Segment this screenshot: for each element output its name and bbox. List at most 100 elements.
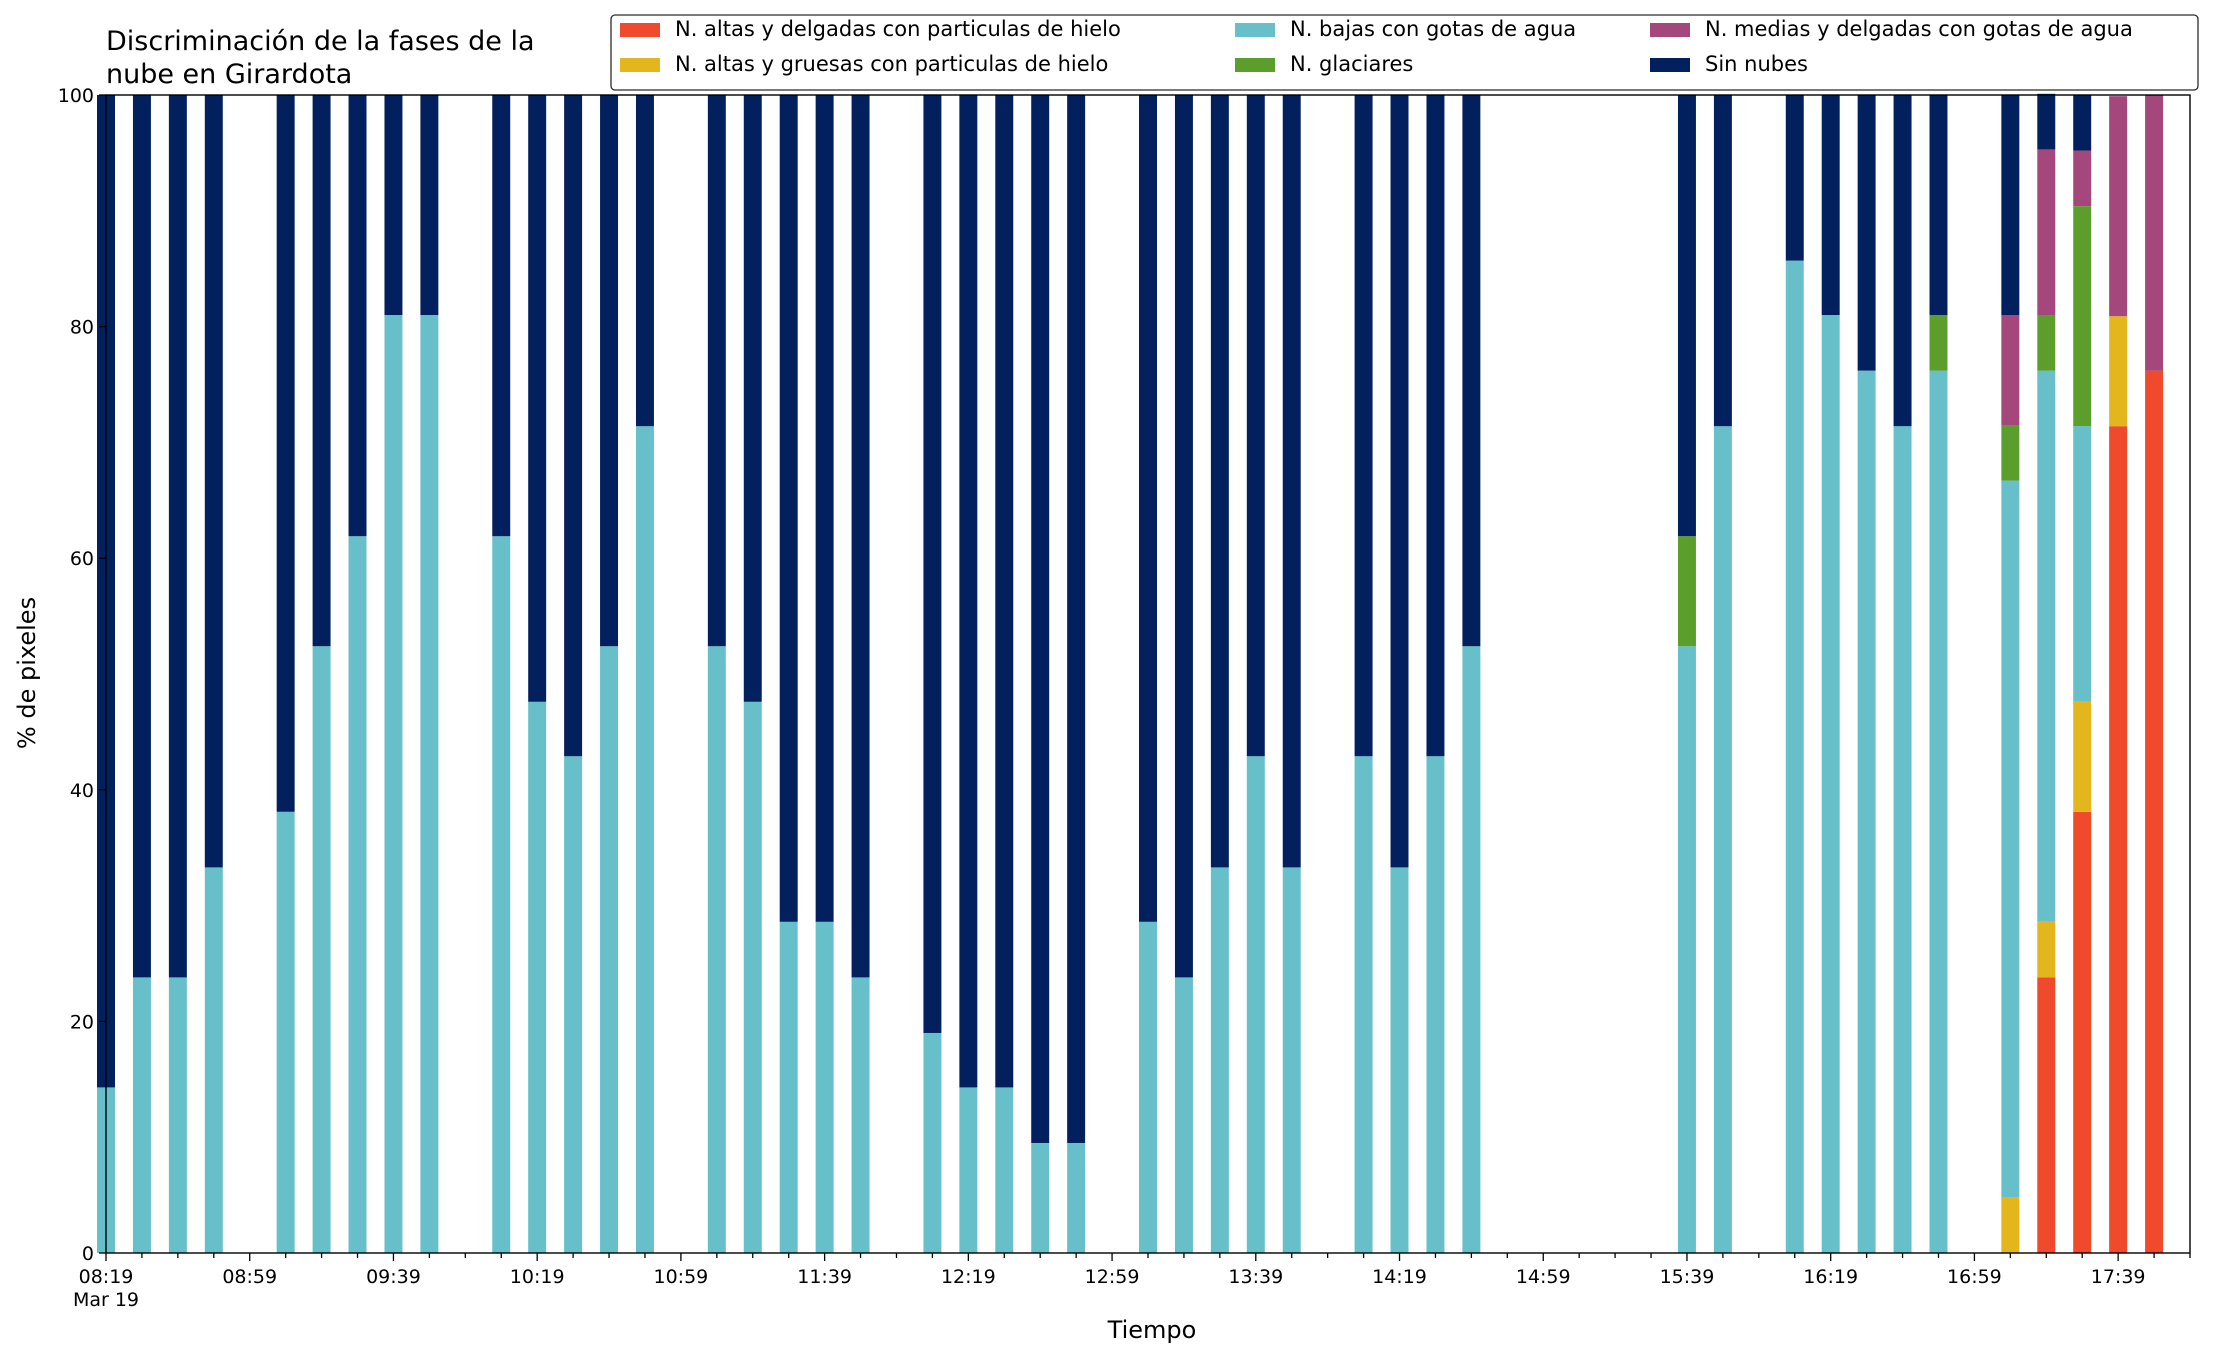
x-axis-label: Tiempo bbox=[1107, 1316, 1197, 1344]
x-tick-label: 17:39 bbox=[2091, 1266, 2146, 1288]
bar-segment-sin_nubes-1039 bbox=[600, 95, 619, 647]
bar-segment-agua_medias-1749 bbox=[2145, 95, 2164, 371]
legend-swatch-glaciares bbox=[1235, 58, 1275, 72]
bar-segment-agua_bajas-1539 bbox=[1677, 646, 1696, 1253]
bar-segment-sin_nubes-1419 bbox=[1390, 95, 1409, 868]
bar-segment-agua_bajas-1349 bbox=[1282, 867, 1301, 1253]
legend-swatch-hielo_gruesas bbox=[620, 58, 660, 72]
y-tick-label: 80 bbox=[70, 317, 94, 339]
bar-segment-agua_bajas-1609 bbox=[1785, 260, 1804, 1254]
legend-swatch-agua_medias bbox=[1650, 23, 1690, 37]
bar-segment-sin_nubes-0939 bbox=[384, 95, 403, 316]
bar-segment-sin_nubes-1709 bbox=[2001, 95, 2020, 316]
bar-segment-agua_bajas-1219 bbox=[959, 1087, 978, 1253]
bar-segment-agua_medias-1709 bbox=[2001, 315, 2020, 426]
bar-segment-agua_bajas-1139 bbox=[815, 921, 834, 1253]
bar-segment-agua_bajas-1639 bbox=[1893, 426, 1912, 1253]
x-tick-sublabel: Mar 19 bbox=[73, 1289, 139, 1311]
bars-group bbox=[97, 93, 2164, 1254]
bar-segment-glaciares-1539 bbox=[1677, 536, 1696, 647]
bar-segment-glaciares-1719 bbox=[2037, 315, 2056, 371]
bar-segment-agua_bajas-0829 bbox=[132, 977, 151, 1253]
chart-title-line-1: Discriminación de la fases de la bbox=[106, 26, 535, 57]
x-tick-label: 15:39 bbox=[1660, 1266, 1715, 1288]
bar-segment-agua_bajas-1049 bbox=[635, 426, 654, 1253]
bar-segment-hielo_delgadas-1739 bbox=[2109, 426, 2128, 1253]
y-tick-label: 20 bbox=[70, 1011, 94, 1033]
bar-segment-agua_bajas-1419 bbox=[1390, 867, 1409, 1253]
legend: N. altas y delgadas con particulas de hi… bbox=[610, 14, 2199, 91]
bar-segment-hielo_delgadas-1729 bbox=[2073, 811, 2092, 1253]
legend-swatch-hielo_delgadas bbox=[620, 23, 660, 37]
bar-segment-agua_bajas-1109 bbox=[707, 646, 726, 1253]
bar-segment-sin_nubes-0849 bbox=[204, 95, 223, 868]
bar-segment-sin_nubes-1309 bbox=[1139, 95, 1157, 922]
bar-segment-sin_nubes-1029 bbox=[564, 95, 583, 757]
bar-segment-agua_bajas-1329 bbox=[1210, 867, 1229, 1253]
bar-segment-sin_nubes-1219 bbox=[959, 95, 978, 1088]
bar-segment-sin_nubes-1409 bbox=[1354, 95, 1373, 757]
bar-segment-agua_bajas-1629 bbox=[1857, 370, 1876, 1254]
bar-segment-agua_bajas-1029 bbox=[564, 756, 583, 1253]
x-tick-label: 14:19 bbox=[1372, 1266, 1427, 1288]
bar-segment-agua_bajas-1149 bbox=[851, 977, 870, 1253]
legend-swatch-sin_nubes bbox=[1650, 58, 1690, 72]
bar-segment-sin_nubes-1329 bbox=[1210, 95, 1229, 868]
legend-label-hielo_gruesas: N. altas y gruesas con particulas de hie… bbox=[675, 52, 1108, 76]
bar-segment-agua_bajas-1619 bbox=[1821, 315, 1840, 1253]
x-tick-label: 14:59 bbox=[1516, 1266, 1571, 1288]
bar-segment-agua_bajas-0839 bbox=[168, 977, 187, 1253]
x-tick-label: 10:59 bbox=[654, 1266, 709, 1288]
bar-segment-sin_nubes-1139 bbox=[815, 95, 834, 922]
bar-segment-sin_nubes-1629 bbox=[1857, 95, 1876, 371]
legend-label-glaciares: N. glaciares bbox=[1290, 52, 1413, 76]
bar-segment-sin_nubes-1719 bbox=[2037, 93, 2056, 150]
legend-box bbox=[610, 14, 2199, 91]
bar-segment-agua_bajas-0929 bbox=[348, 536, 367, 1253]
bar-segment-hielo_delgadas-1719 bbox=[2037, 977, 2056, 1253]
bar-segment-sin_nubes-1429 bbox=[1426, 95, 1445, 757]
y-axis-label: % de pixeles bbox=[13, 597, 41, 749]
bar-segment-sin_nubes-1119 bbox=[743, 95, 762, 702]
bar-segment-sin_nubes-1349 bbox=[1282, 95, 1301, 868]
bar-segment-sin_nubes-1009 bbox=[492, 95, 511, 537]
bar-segment-agua_medias-1739 bbox=[2109, 96, 2128, 317]
chart-title-line-2: nube en Girardota bbox=[106, 59, 352, 90]
bar-segment-sin_nubes-1019 bbox=[528, 95, 547, 702]
bar-segment-agua_bajas-0849 bbox=[204, 867, 223, 1253]
bar-segment-agua_bajas-1719 bbox=[2037, 370, 2056, 922]
legend-label-sin_nubes: Sin nubes bbox=[1705, 52, 1808, 76]
bar-segment-sin_nubes-1239 bbox=[1031, 95, 1050, 1143]
bar-segment-agua_medias-1719 bbox=[2037, 149, 2056, 316]
bar-segment-agua_bajas-1119 bbox=[743, 701, 762, 1253]
bar-segment-sin_nubes-1209 bbox=[923, 95, 942, 1033]
x-tick-label: 13:39 bbox=[1228, 1266, 1283, 1288]
bar-segment-agua_bajas-1429 bbox=[1426, 756, 1445, 1253]
bar-segment-hielo_gruesas-1729 bbox=[2073, 701, 2092, 812]
y-tick-label: 40 bbox=[70, 780, 94, 802]
bar-segment-sin_nubes-0839 bbox=[168, 95, 187, 978]
x-tick-label: 11:39 bbox=[797, 1266, 852, 1288]
bar-segment-hielo_delgadas-1749 bbox=[2145, 370, 2164, 1254]
bar-segment-sin_nubes-1249 bbox=[1067, 95, 1086, 1143]
bar-segment-sin_nubes-1619 bbox=[1821, 95, 1840, 316]
legend-swatch-agua_bajas bbox=[1235, 23, 1275, 37]
bar-segment-sin_nubes-1149 bbox=[851, 95, 870, 978]
bar-segment-hielo_gruesas-1739 bbox=[2109, 316, 2128, 427]
bar-segment-glaciares-1709 bbox=[2001, 425, 2020, 481]
bar-segment-sin_nubes-1129 bbox=[779, 95, 798, 922]
bar-segment-agua_bajas-0939 bbox=[384, 315, 403, 1253]
legend-label-agua_bajas: N. bajas con gotas de agua bbox=[1290, 17, 1576, 41]
bar-segment-agua_bajas-1229 bbox=[995, 1087, 1014, 1253]
legend-label-hielo_delgadas: N. altas y delgadas con particulas de hi… bbox=[675, 17, 1121, 41]
y-tick-label: 60 bbox=[70, 548, 94, 570]
bar-segment-sin_nubes-1639 bbox=[1893, 95, 1912, 427]
x-tick-label: 08:59 bbox=[222, 1266, 277, 1288]
bar-segment-hielo_gruesas-1719 bbox=[2037, 921, 2056, 978]
bar-segment-agua_bajas-1039 bbox=[600, 646, 619, 1253]
bar-segment-sin_nubes-0949 bbox=[420, 95, 439, 316]
bar-segment-sin_nubes-1609 bbox=[1785, 95, 1804, 261]
